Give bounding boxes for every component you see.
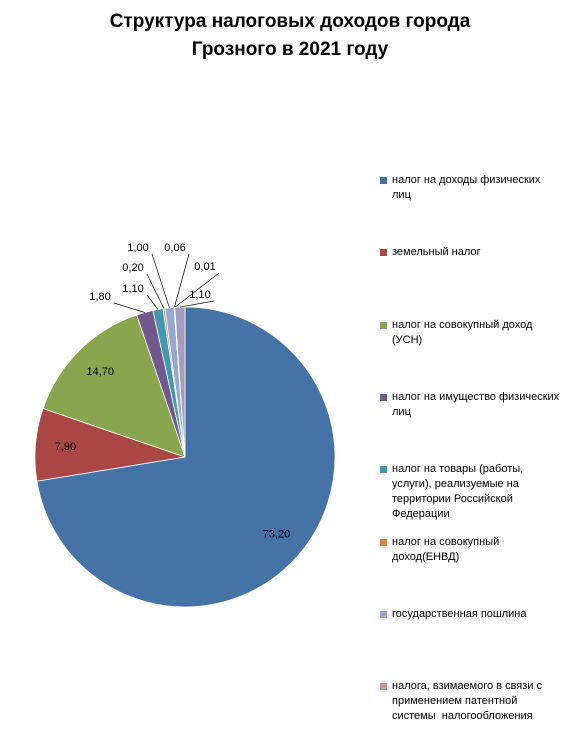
legend-item: налог на совокупный доход(ЕНВД) bbox=[380, 535, 560, 565]
pie-slice bbox=[36, 306, 336, 608]
chart-title-line-2: Грозного в 2021 году bbox=[192, 39, 389, 60]
legend-item: налога, взимаемого в связи с применением… bbox=[380, 679, 560, 724]
legend-label: государственная пошлина bbox=[392, 607, 527, 620]
leader-line bbox=[174, 253, 190, 308]
leader-line bbox=[179, 300, 215, 308]
data-label: 0,01 bbox=[194, 261, 215, 273]
legend-swatch bbox=[380, 466, 387, 474]
data-label: 7,90 bbox=[55, 441, 76, 453]
legend-swatch bbox=[380, 321, 387, 329]
leader-line bbox=[146, 294, 159, 310]
legend-label: налог на совокупный доход (УСН) bbox=[392, 318, 536, 346]
legend-item: земельный налог bbox=[380, 245, 560, 260]
legend-item: налог на доходы физических лиц bbox=[380, 173, 560, 203]
legend-label: налог на доходы физических лиц bbox=[392, 174, 544, 201]
legend-swatch bbox=[380, 393, 387, 401]
legend-label: налог на товары (работы, услуги), реализ… bbox=[392, 463, 527, 521]
leader-line bbox=[146, 273, 165, 309]
legend-swatch bbox=[380, 249, 387, 257]
pie-slice bbox=[42, 314, 186, 458]
data-label: 0,06 bbox=[164, 242, 185, 254]
legend-label: налога, взимаемого в связи с применением… bbox=[392, 680, 546, 723]
leader-line bbox=[174, 272, 220, 308]
legend-item: налог на товары (работы, услуги), реализ… bbox=[380, 462, 560, 522]
legend-swatch bbox=[380, 610, 387, 618]
leader-line bbox=[113, 302, 145, 313]
legend-label: налог на имущество физических лиц bbox=[392, 390, 563, 418]
legend-item: государственная пошлина bbox=[380, 607, 560, 622]
data-label: 1,10 bbox=[122, 283, 143, 295]
legend-swatch bbox=[380, 683, 387, 691]
data-label: 0,20 bbox=[122, 262, 143, 274]
legend-label: земельный налог bbox=[392, 246, 481, 259]
legend-swatch bbox=[380, 177, 387, 184]
leader-line bbox=[151, 253, 170, 308]
data-label: 1,10 bbox=[189, 289, 210, 301]
data-label: 14,70 bbox=[86, 366, 114, 378]
legend-item: налог на имущество физических лиц bbox=[380, 390, 560, 420]
data-label: 1,80 bbox=[89, 291, 110, 303]
data-label: 73,20 bbox=[263, 529, 291, 541]
legend-item: налог на совокупный доход (УСН) bbox=[380, 318, 560, 348]
pie-slice bbox=[174, 306, 186, 458]
legend-swatch bbox=[380, 538, 387, 546]
chart-title-line-1: Структура налоговых доходов города bbox=[110, 11, 471, 32]
legend-label: налог на совокупный доход(ЕНВД) bbox=[392, 535, 503, 563]
data-label: 1,00 bbox=[127, 242, 148, 254]
